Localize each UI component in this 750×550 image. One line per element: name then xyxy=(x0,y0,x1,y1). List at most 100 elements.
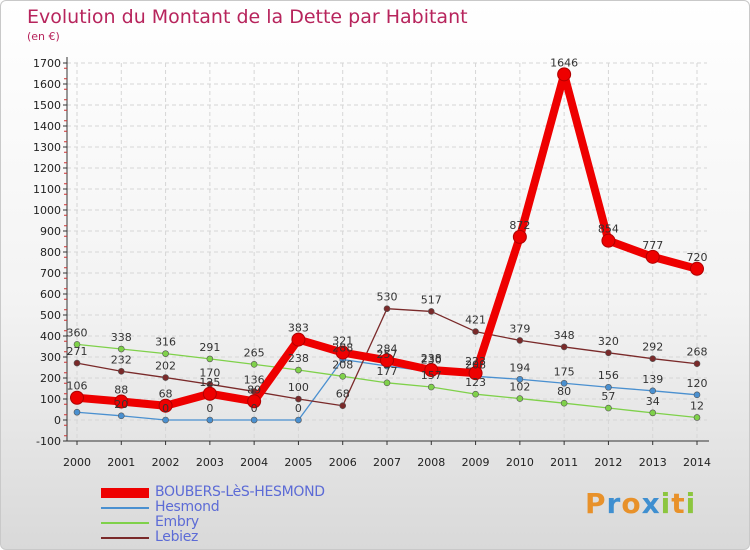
data-point xyxy=(605,404,612,412)
data-point xyxy=(560,399,568,407)
data-label: 139 xyxy=(642,373,663,386)
legend-item: BOUBERS-LèS-HESMOND xyxy=(101,484,421,500)
data-label: 223 xyxy=(465,355,486,368)
data-point xyxy=(295,366,302,374)
data-label: 0 xyxy=(162,402,169,415)
y-tick-label: 400 xyxy=(40,330,61,343)
data-label: 257 xyxy=(377,348,398,361)
data-label: 291 xyxy=(199,341,220,354)
data-label: 68 xyxy=(159,388,173,401)
chart-title: Evolution du Montant de la Dette par Hab… xyxy=(27,6,468,28)
x-tick-label: 2006 xyxy=(329,456,357,469)
data-point xyxy=(512,229,527,244)
x-tick-label: 2010 xyxy=(506,456,534,469)
data-label: 720 xyxy=(687,251,708,264)
data-label: 68 xyxy=(336,388,350,401)
data-label: 421 xyxy=(465,314,486,327)
data-label: 80 xyxy=(557,385,571,398)
y-tick-label: 800 xyxy=(40,246,61,259)
x-tick-label: 2004 xyxy=(240,456,268,469)
data-point xyxy=(339,373,347,380)
proxiti-logo: Proxiti xyxy=(585,487,696,520)
data-label: 106 xyxy=(67,380,88,393)
data-label: 175 xyxy=(554,365,575,378)
data-point xyxy=(70,390,84,405)
data-point xyxy=(380,353,394,368)
x-tick-label: 2009 xyxy=(462,456,490,469)
legend: BOUBERS-LèS-HESMOND Hesmond Embry Lebiez xyxy=(101,484,421,545)
data-point xyxy=(114,394,129,409)
data-point xyxy=(560,343,568,351)
data-point xyxy=(250,416,258,424)
data-point xyxy=(472,328,479,335)
data-point xyxy=(117,345,125,353)
y-tick-label: 1500 xyxy=(33,99,61,112)
data-point xyxy=(295,395,302,403)
y-tick-label: 600 xyxy=(40,288,61,301)
logo-letter: i xyxy=(660,487,672,520)
data-point xyxy=(516,395,524,402)
y-tick-label: 300 xyxy=(40,351,61,364)
x-tick-label: 2008 xyxy=(417,456,445,469)
y-tick-label: 200 xyxy=(40,372,61,385)
y-tick-label: 100 xyxy=(40,393,61,406)
data-label: 872 xyxy=(509,219,530,232)
data-label: 271 xyxy=(67,345,88,358)
data-label: 288 xyxy=(332,342,353,355)
data-label: 854 xyxy=(598,223,619,236)
y-tick-label: 500 xyxy=(40,309,61,322)
data-point xyxy=(601,233,616,248)
data-label: 123 xyxy=(465,376,486,389)
legend-item: Lebiez xyxy=(101,529,421,545)
data-label: 777 xyxy=(642,239,663,252)
data-point xyxy=(339,402,347,410)
y-tick-label: 900 xyxy=(40,225,61,238)
data-label: 202 xyxy=(155,360,176,373)
data-label: 1646 xyxy=(550,56,578,69)
data-label: 292 xyxy=(642,341,663,354)
data-label: 156 xyxy=(598,369,619,382)
data-point xyxy=(247,394,262,409)
data-point xyxy=(73,341,81,348)
legend-label: BOUBERS-LèS-HESMOND xyxy=(155,484,325,500)
data-label: 177 xyxy=(377,365,398,378)
data-point xyxy=(291,332,306,347)
legend-swatch xyxy=(101,537,149,539)
logo-letter: x xyxy=(641,487,661,520)
data-label: 0 xyxy=(206,402,213,415)
data-label: 517 xyxy=(421,293,442,306)
data-point xyxy=(427,308,435,315)
data-point xyxy=(424,363,439,378)
data-label: 316 xyxy=(155,336,176,349)
logo-letter: i xyxy=(685,487,697,520)
data-label: 20 xyxy=(114,398,128,411)
data-point xyxy=(649,355,657,362)
y-tick-label: 1200 xyxy=(33,162,61,175)
data-point xyxy=(202,386,217,401)
data-point xyxy=(335,345,350,360)
data-label: 88 xyxy=(114,384,128,397)
data-label: 208 xyxy=(465,358,486,371)
data-point xyxy=(560,379,568,387)
y-tick-label: 1100 xyxy=(33,183,61,196)
data-label: 120 xyxy=(687,377,708,390)
data-point xyxy=(162,374,169,381)
data-point xyxy=(605,349,612,357)
data-label: 284 xyxy=(377,342,398,355)
data-point xyxy=(383,379,391,387)
x-tick-label: 2005 xyxy=(284,456,312,469)
legend-label: Lebiez xyxy=(155,529,199,545)
x-tick-label: 2012 xyxy=(594,456,622,469)
data-label: 100 xyxy=(288,381,309,394)
data-label: 136 xyxy=(244,373,265,386)
x-tick-label: 2014 xyxy=(683,456,711,469)
legend-item: Embry xyxy=(101,514,421,530)
data-label: 208 xyxy=(332,358,353,371)
y-tick-label: 700 xyxy=(40,267,61,280)
data-label: 338 xyxy=(111,331,132,344)
y-tick-label: -100 xyxy=(36,435,61,448)
data-point xyxy=(605,383,612,391)
y-tick-label: 1700 xyxy=(33,57,61,70)
data-point xyxy=(516,375,524,383)
